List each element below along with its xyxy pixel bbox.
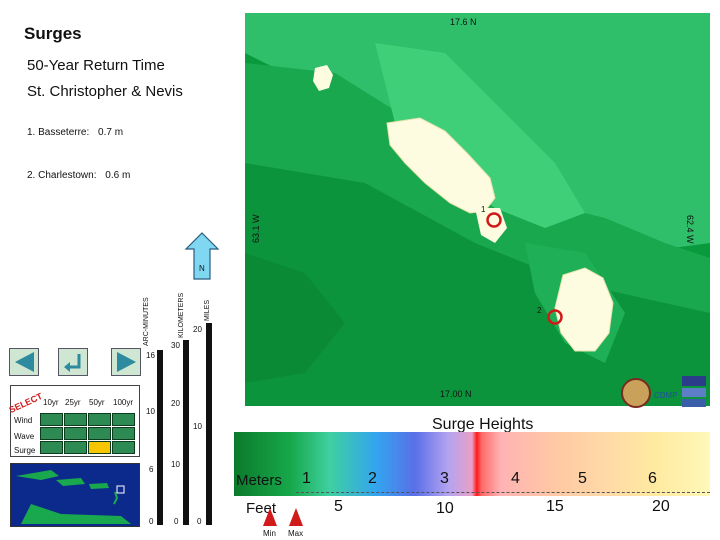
- station-1-name: 1. Basseterre:: [27, 127, 90, 138]
- surge-50yr-cell[interactable]: [88, 441, 111, 454]
- page-title: Surges: [24, 24, 82, 43]
- arc-minutes-bar: [157, 350, 163, 525]
- surge-map[interactable]: [245, 13, 710, 406]
- arc-tick-10: 10: [146, 407, 155, 416]
- feet-tick-10: 10: [436, 500, 454, 517]
- wave-50yr-cell[interactable]: [88, 427, 111, 440]
- feet-tick-5: 5: [334, 498, 343, 515]
- forward-button[interactable]: [111, 348, 141, 376]
- wind-50yr-cell[interactable]: [88, 413, 111, 426]
- wave-25yr-cell[interactable]: [64, 427, 87, 440]
- arrow-left-icon: [15, 352, 34, 372]
- hazard-selector: [10, 385, 140, 457]
- miles-label: MILES: [204, 299, 211, 321]
- station-1-label: 1. Basseterre: 0.7 m: [27, 127, 123, 138]
- km-tick-0: 0: [174, 517, 179, 526]
- wave-10yr-cell[interactable]: [40, 427, 63, 440]
- km-tick-30: 30: [171, 341, 180, 350]
- mi-tick-0: 0: [197, 517, 202, 526]
- meters-tick-1: 1: [302, 470, 311, 487]
- station-1-value: 0.7 m: [98, 127, 124, 138]
- col-50yr: 50yr: [89, 398, 105, 407]
- marker-2-label: 2: [537, 306, 542, 315]
- surge-100yr-cell[interactable]: [112, 441, 135, 454]
- meters-tick-5: 5: [578, 470, 587, 487]
- wind-25yr-cell[interactable]: [64, 413, 87, 426]
- meters-tick-3: 3: [440, 470, 449, 487]
- meters-tick-6: 6: [648, 470, 657, 487]
- latitude-bottom-label: 17.00 N: [440, 389, 472, 399]
- feet-tick-15: 15: [546, 498, 564, 515]
- row-wave: Wave: [14, 432, 35, 441]
- logo-small-2: [682, 388, 706, 397]
- station-2-label: 2. Charlestown: 0.6 m: [27, 170, 130, 181]
- row-wind: Wind: [14, 416, 33, 425]
- meters-tick-4: 4: [511, 470, 520, 487]
- surge-color-scale: [234, 432, 710, 496]
- kilometers-label: KILOMETERS: [178, 292, 185, 338]
- north-label: N: [199, 264, 205, 273]
- row-surge: Surge: [14, 446, 36, 455]
- col-25yr: 25yr: [65, 398, 81, 407]
- seal-logo: [621, 378, 651, 408]
- miles-bar: [206, 323, 212, 525]
- mi-tick-20: 20: [193, 325, 202, 334]
- meters-tick-2: 2: [368, 470, 377, 487]
- min-label: Min: [263, 529, 276, 538]
- arc-tick-6: 6: [149, 465, 154, 474]
- marker-1-label: 1: [481, 205, 486, 214]
- wind-10yr-cell[interactable]: [40, 413, 63, 426]
- location-inset-map[interactable]: [10, 463, 140, 527]
- surge-10yr-cell[interactable]: [40, 441, 63, 454]
- arrow-right-icon: [117, 352, 136, 372]
- km-tick-10: 10: [171, 460, 180, 469]
- feet-tick-20: 20: [652, 498, 670, 515]
- station-2-value: 0.6 m: [105, 170, 131, 181]
- kilometers-bar: [183, 340, 189, 525]
- back-button[interactable]: [9, 348, 39, 376]
- logo-small-3: [682, 399, 706, 407]
- min-marker-icon: [263, 508, 277, 526]
- col-100yr: 100yr: [113, 398, 134, 407]
- longitude-right-label: 62.4 W: [685, 215, 695, 244]
- arc-minutes-label: ARC-MINUTES: [143, 297, 150, 346]
- legend-divider: [296, 492, 710, 493]
- return-arrow-icon: [64, 354, 81, 372]
- longitude-left-label: 63.1 W: [251, 214, 261, 243]
- latitude-top-label: 17.6 N: [450, 17, 477, 27]
- legend-title: Surge Heights: [432, 416, 534, 433]
- caribbean-map-graphic: [16, 470, 131, 524]
- km-tick-20: 20: [171, 399, 180, 408]
- arc-tick-16: 16: [146, 351, 155, 360]
- arc-tick-0: 0: [149, 517, 154, 526]
- home-button[interactable]: [58, 348, 88, 376]
- surge-25yr-cell[interactable]: [64, 441, 87, 454]
- wind-100yr-cell[interactable]: [112, 413, 135, 426]
- col-10yr: 10yr: [43, 398, 59, 407]
- max-marker-icon: [289, 508, 303, 526]
- wave-100yr-cell[interactable]: [112, 427, 135, 440]
- cdmp-logo-text: CDMP: [654, 391, 678, 400]
- meters-label: Meters: [236, 472, 282, 489]
- station-2-name: 2. Charlestown:: [27, 170, 97, 181]
- mi-tick-10: 10: [193, 422, 202, 431]
- region-name: St. Christopher & Nevis: [27, 83, 183, 100]
- north-arrow-icon: [184, 232, 220, 280]
- surge-map-graphic: [245, 13, 710, 406]
- max-label: Max: [288, 529, 304, 538]
- return-period-subtitle: 50-Year Return Time: [27, 57, 165, 74]
- oas-logo: [682, 376, 706, 386]
